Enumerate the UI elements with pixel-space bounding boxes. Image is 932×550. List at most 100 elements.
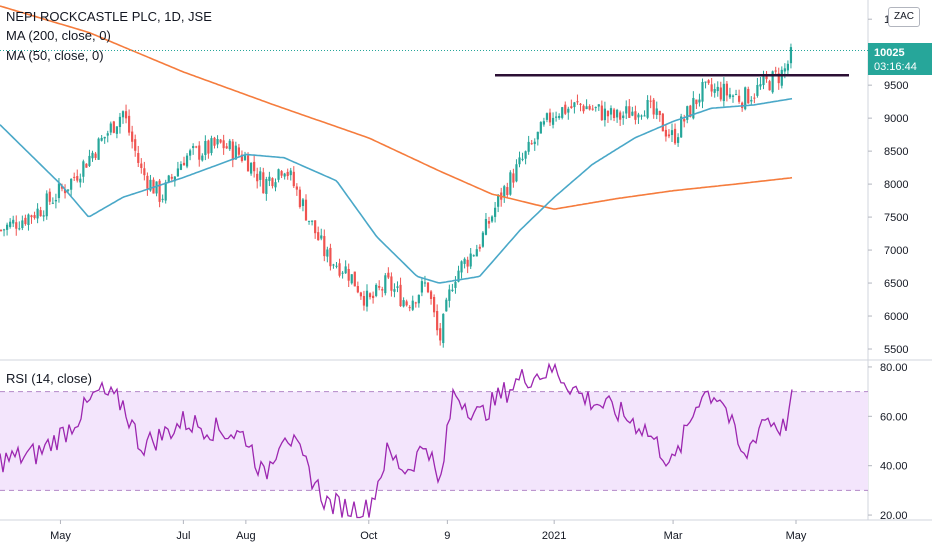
candle-body-185 [564, 104, 567, 114]
candle-body-11 [33, 215, 36, 218]
candle-body-17 [51, 202, 54, 204]
candle-body-214 [652, 99, 655, 115]
price-tick-label-5: 8000 [884, 179, 908, 191]
candle-body-220 [670, 130, 674, 136]
candle-body-152 [463, 258, 466, 264]
candle-body-128 [390, 276, 393, 291]
candle-body-27 [82, 161, 85, 177]
candle-body-47 [143, 168, 146, 176]
candle-body-239 [728, 94, 732, 98]
candle-body-205 [625, 106, 628, 114]
candle-body-125 [381, 289, 384, 291]
candle-body-120 [365, 290, 369, 307]
ma50-line [0, 97, 793, 284]
candle-body-110 [335, 265, 338, 267]
candle-body-85 [259, 171, 262, 180]
candle-body-146 [445, 299, 448, 312]
candle-body-97 [295, 186, 298, 190]
candle-body-4 [12, 219, 15, 224]
candle-body-226 [689, 105, 692, 118]
candle-body-199 [606, 110, 610, 117]
candle-body-2 [6, 224, 9, 230]
candle-body-238 [725, 83, 728, 96]
candle-body-242 [738, 95, 741, 102]
candle-body-121 [368, 293, 372, 298]
candle-body-151 [460, 261, 463, 273]
candle-body-217 [661, 113, 664, 132]
candle-body-253 [771, 71, 774, 93]
candle-body-171 [521, 158, 524, 160]
candle-body-61 [185, 155, 189, 167]
candle-body-78 [237, 147, 240, 155]
candle-body-240 [731, 95, 735, 97]
currency-button[interactable]: ZAC [888, 7, 920, 27]
candle-body-184 [561, 107, 564, 118]
rsi-line [0, 362, 793, 519]
candle-body-3 [9, 221, 12, 227]
candle-body-250 [762, 75, 765, 86]
candle-body-162 [494, 207, 497, 217]
candle-body-175 [533, 141, 536, 145]
candle-body-33 [100, 137, 103, 141]
time-tick-label-0: May [50, 530, 71, 542]
candle-body-225 [686, 106, 689, 120]
rsi-tick-label-3: 80.00 [880, 362, 908, 374]
candle-body-23 [70, 178, 73, 190]
candle-body-254 [774, 70, 777, 72]
time-tick-label-4: 9 [444, 530, 450, 542]
candle-body-88 [268, 176, 271, 181]
candle-body-25 [76, 176, 79, 181]
candle-body-133 [405, 301, 408, 306]
last-price-value: 10025 [874, 46, 905, 59]
candle-body-80 [243, 155, 247, 161]
price-tick-label-7: 9000 [884, 113, 908, 125]
candle-body-145 [442, 313, 445, 344]
candle-body-233 [710, 84, 713, 92]
candle-body-28 [85, 163, 88, 168]
price-tick-label-2: 6500 [884, 278, 908, 290]
candle-body-106 [323, 236, 326, 257]
price-tick-label-6: 8500 [884, 146, 908, 158]
candle-body-244 [744, 87, 747, 110]
candle-body-18 [54, 199, 57, 202]
candle-body-155 [472, 255, 475, 257]
candle-body-36 [109, 123, 112, 133]
candle-body-73 [222, 140, 225, 149]
candle-body-116 [353, 271, 356, 287]
candle-body-99 [301, 199, 305, 206]
candle-body-136 [414, 302, 417, 304]
candle-body-188 [573, 102, 576, 108]
candle-body-232 [707, 80, 710, 84]
candle-body-0 [0, 229, 3, 231]
candle-body-37 [112, 121, 115, 133]
candle-body-166 [506, 187, 509, 196]
candle-body-192 [585, 106, 588, 110]
candle-body-191 [582, 105, 585, 112]
candle-body-91 [277, 169, 280, 180]
candle-body-172 [524, 151, 527, 159]
rsi-band [0, 391, 868, 491]
candle-body-69 [210, 138, 213, 154]
candle-body-26 [79, 178, 82, 183]
candle-body-248 [756, 84, 759, 96]
candle-body-179 [545, 113, 549, 120]
candle-body-209 [637, 114, 640, 118]
candle-body-93 [283, 173, 286, 177]
candle-body-20 [60, 185, 64, 189]
candle-body-224 [683, 119, 686, 122]
candle-body-137 [417, 294, 420, 304]
candle-body-230 [701, 81, 704, 102]
candle-body-212 [646, 99, 649, 118]
candle-body-7 [21, 220, 24, 229]
candle-body-122 [372, 295, 375, 299]
time-tick-label-3: Oct [360, 530, 377, 542]
candle-body-138 [420, 281, 423, 293]
candle-body-170 [518, 157, 521, 165]
candle-body-9 [27, 214, 30, 226]
price-tick-label-3: 7000 [884, 245, 908, 257]
ma200-legend: MA (200, close, 0) [6, 28, 111, 43]
candle-body-218 [664, 129, 667, 137]
candle-body-113 [344, 266, 347, 274]
candle-body-234 [713, 89, 716, 93]
